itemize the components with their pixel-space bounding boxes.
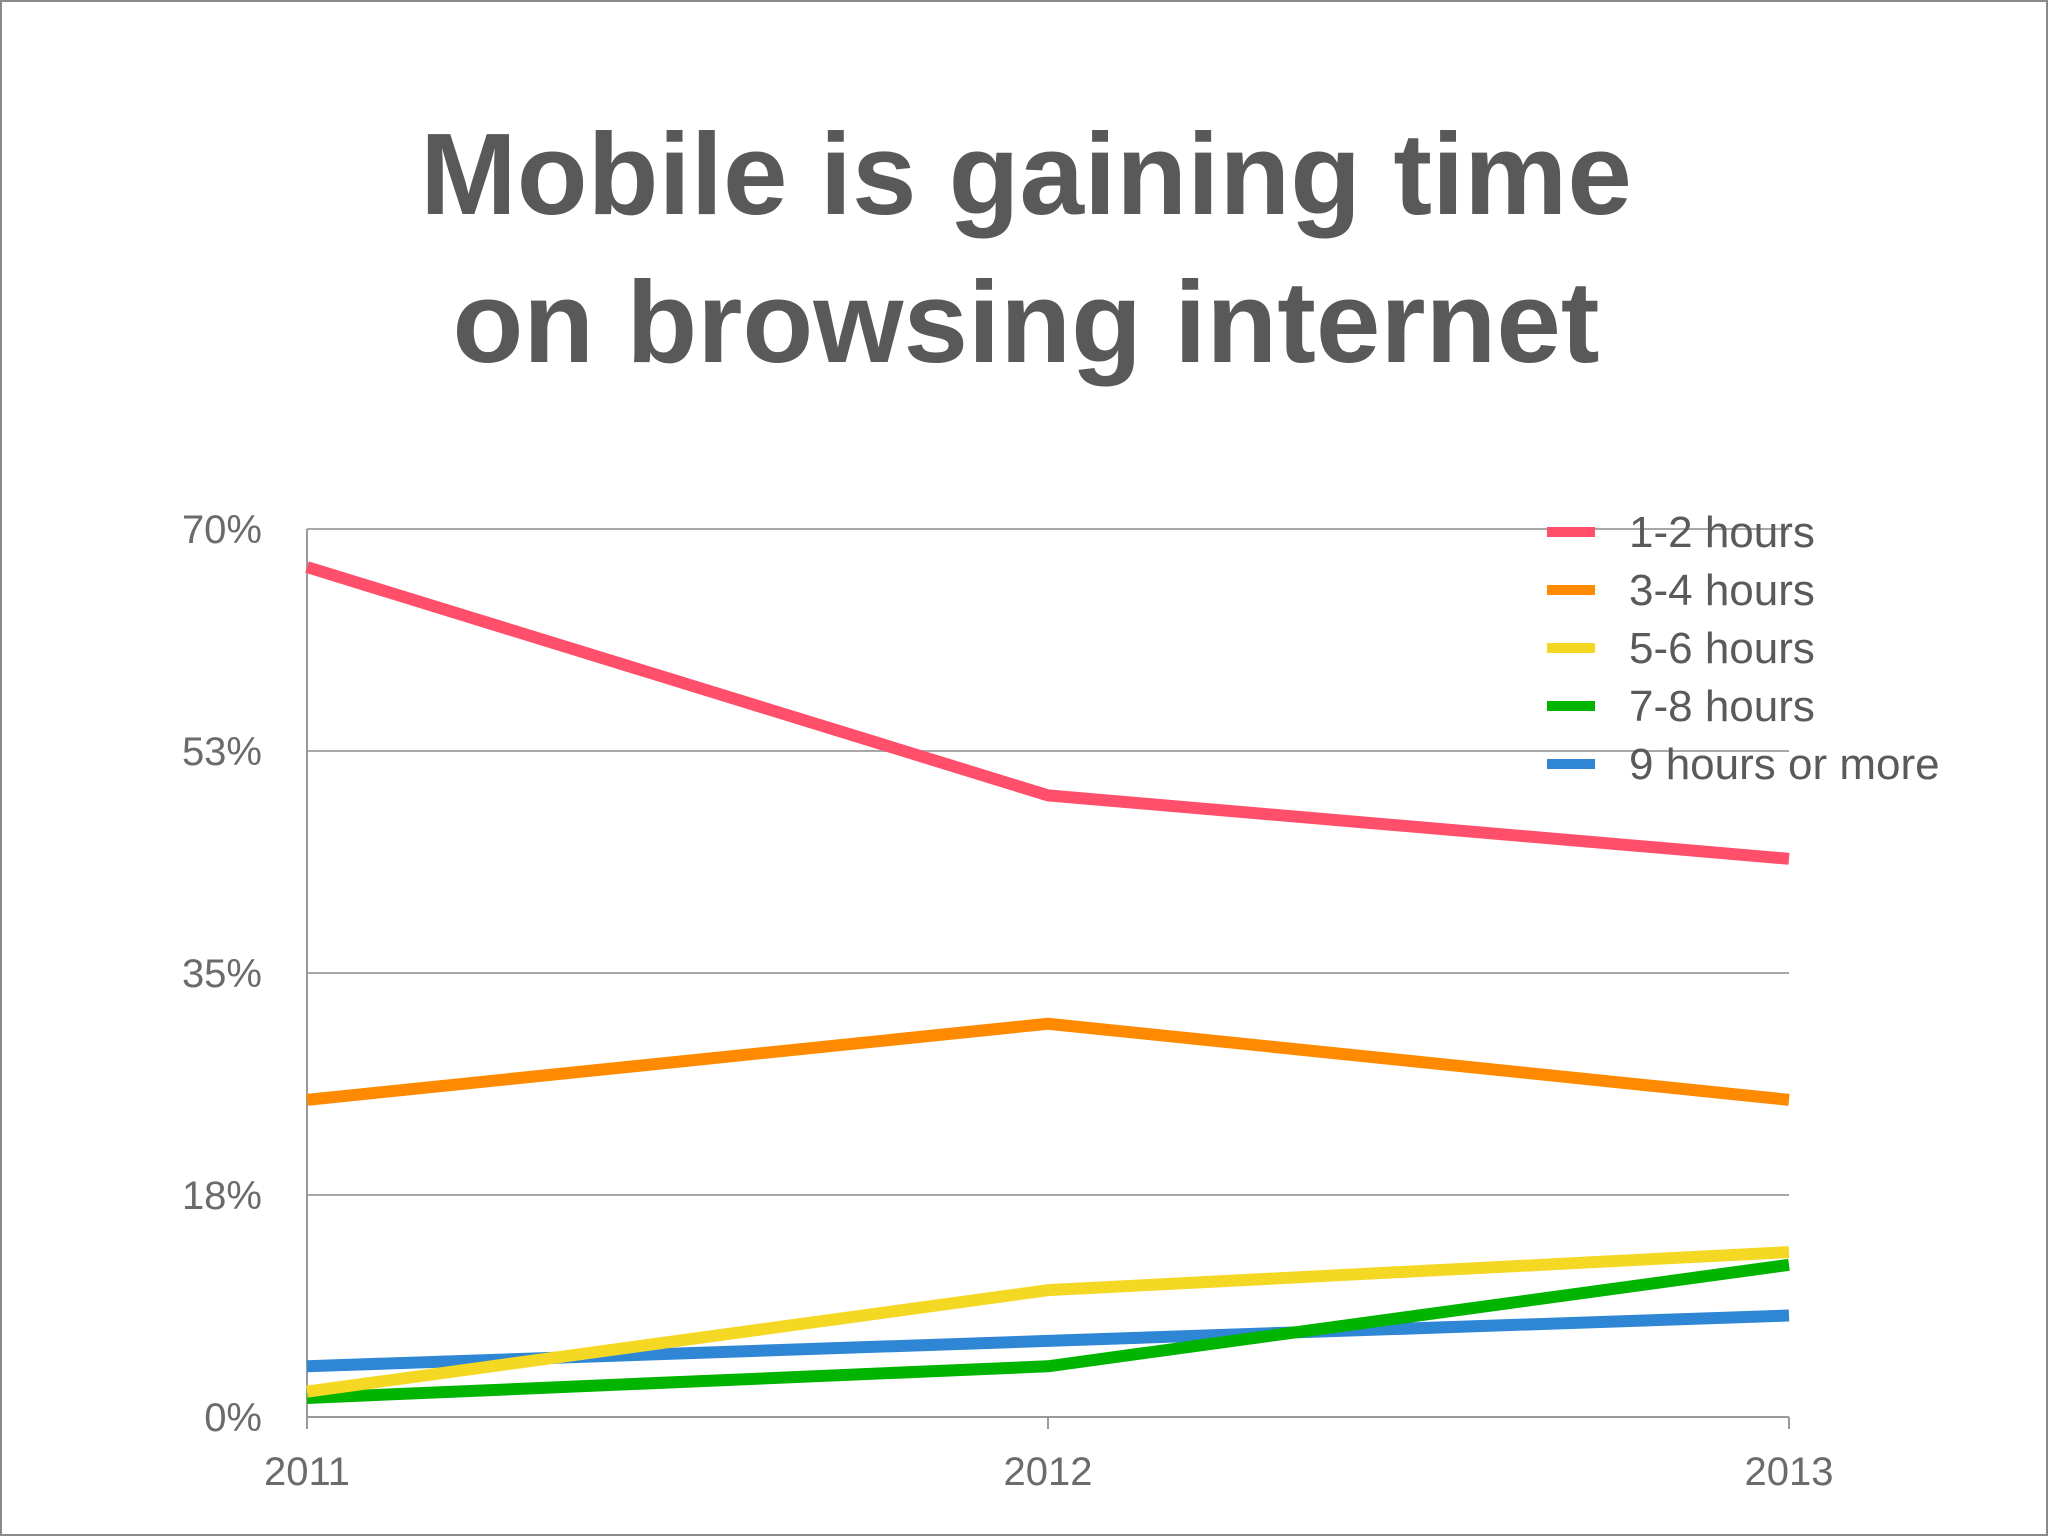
axis-ticks: 0% 18% 35% 53% 70% 2011 2012 2013	[182, 508, 1834, 1494]
gridlines	[306, 528, 1790, 1429]
y-tick-label: 0%	[204, 1396, 262, 1440]
chart-title-line-2: on browsing internet	[452, 257, 1600, 387]
series-line	[305, 561, 1790, 865]
legend-label: 3-4 hours	[1629, 566, 1815, 615]
y-tick-label: 35%	[182, 952, 262, 996]
legend-label: 5-6 hours	[1629, 624, 1815, 673]
legend-label: 9 hours or more	[1629, 740, 1940, 789]
legend: 1-2 hours 3-4 hours 5-6 hours 7-8 hours 9 ho…	[1547, 508, 1940, 789]
x-tick-label: 2012	[1004, 1450, 1093, 1494]
legend-label: 7-8 hours	[1629, 682, 1815, 731]
y-tick-label: 70%	[182, 508, 262, 552]
series-line	[306, 1246, 1790, 1398]
series-line	[306, 1258, 1790, 1404]
x-tick-label: 2013	[1745, 1450, 1834, 1494]
y-tick-label: 53%	[182, 730, 262, 774]
legend-label: 1-2 hours	[1629, 508, 1815, 557]
series-lines	[305, 561, 1790, 1404]
chart-title: Mobile is gaining time on browsing inter…	[2, 100, 2048, 396]
y-tick-label: 18%	[182, 1174, 262, 1218]
chart-title-line-1: Mobile is gaining time	[420, 109, 1632, 239]
x-tick-label: 2011	[264, 1450, 350, 1494]
series-line	[306, 1017, 1790, 1106]
